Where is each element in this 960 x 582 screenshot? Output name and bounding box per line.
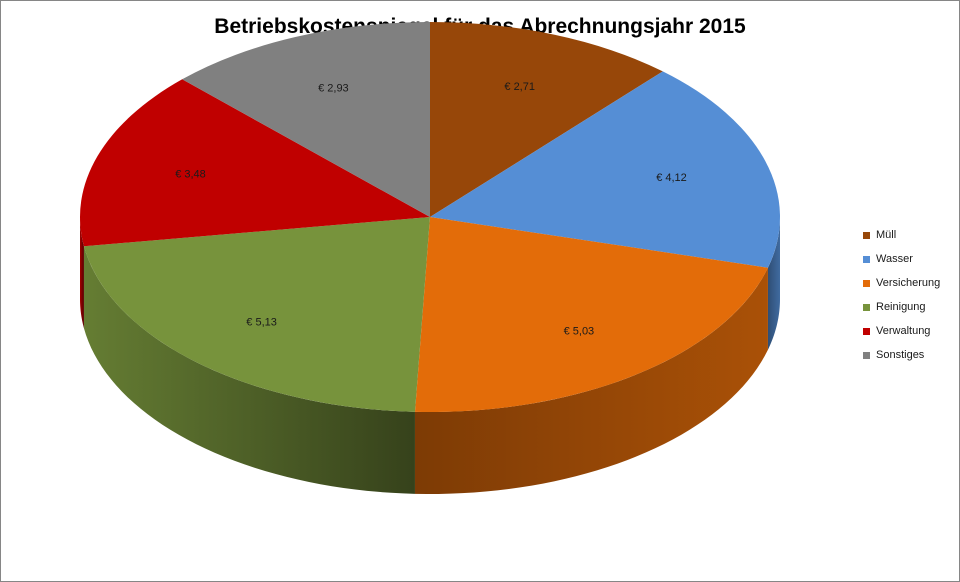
- legend-swatch: [863, 351, 870, 359]
- data-labels: € 2,71 € 4,12 € 5,03 € 5,13 € 3,48 € 2,93: [175, 81, 687, 337]
- data-label-versicherung: € 5,03: [564, 325, 595, 337]
- legend-label: Sonstiges: [876, 349, 925, 361]
- data-label-reinigung: € 5,13: [246, 317, 277, 329]
- side-wall-versicherung: [414, 267, 768, 494]
- pie-slice-müll: [430, 21, 663, 217]
- pie-side-walls: [80, 217, 780, 494]
- legend-swatch: [863, 303, 870, 311]
- side-wall-reinigung: [83, 246, 415, 494]
- legend-item-verwaltung: Verwaltung: [863, 319, 940, 343]
- legend-label: Verwaltung: [876, 325, 931, 337]
- legend-swatch: [863, 327, 870, 335]
- legend-swatch: [863, 255, 870, 263]
- data-label-wasser: € 4,12: [656, 172, 687, 184]
- pie-slice-versicherung: [414, 217, 768, 412]
- legend-swatch: [863, 231, 870, 239]
- pie-slice-sonstiges: [182, 22, 430, 217]
- legend-label: Versicherung: [876, 277, 941, 289]
- legend-item-versicherung: Versicherung: [863, 271, 940, 295]
- side-wall-verwaltung: [80, 217, 84, 329]
- data-label-müll: € 2,71: [504, 81, 535, 93]
- legend: Müll Wasser Versicherung Reinigung Verwaltun…: [863, 223, 940, 367]
- pie-slices: [80, 21, 780, 412]
- legend-label: Wasser: [876, 253, 913, 265]
- legend-label: Reinigung: [876, 301, 926, 313]
- data-label-verwaltung: € 3,48: [175, 168, 206, 180]
- legend-item-wasser: Wasser: [863, 247, 940, 271]
- data-label-sonstiges: € 2,93: [318, 82, 349, 94]
- legend-label: Müll: [876, 229, 897, 241]
- pie-slice-verwaltung: [80, 79, 430, 247]
- legend-item-sonstiges: Sonstiges: [863, 343, 940, 367]
- legend-item-müll: Müll: [863, 223, 940, 247]
- legend-item-reinigung: Reinigung: [863, 295, 940, 319]
- pie-slice-reinigung: [83, 217, 430, 412]
- legend-swatch: [863, 279, 870, 287]
- pie-slice-wasser: [430, 71, 780, 268]
- side-wall-wasser: [767, 217, 780, 350]
